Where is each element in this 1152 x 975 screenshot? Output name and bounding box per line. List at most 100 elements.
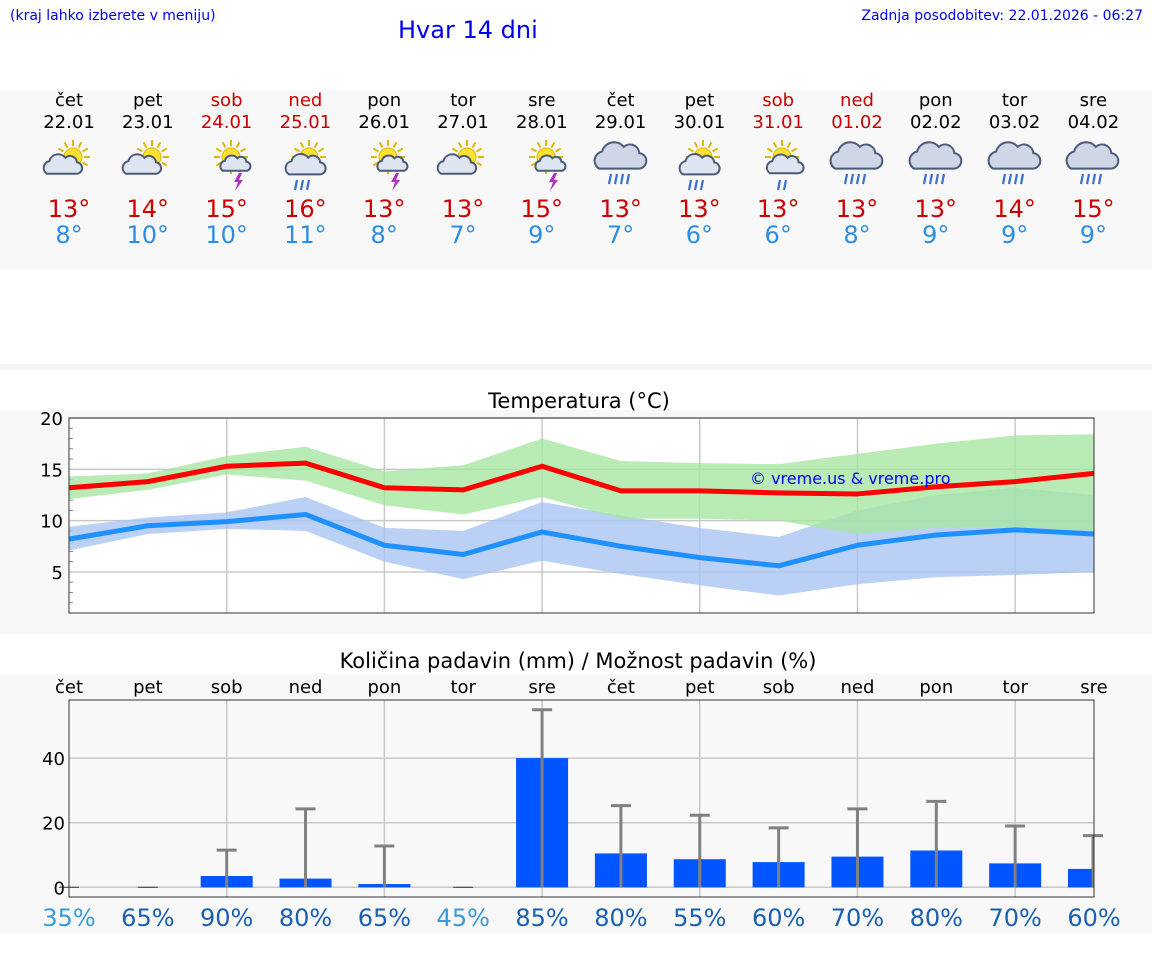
min-temperature: 6° bbox=[764, 221, 792, 249]
day-column: pet 23.01 14° 10° bbox=[108, 90, 187, 248]
sun-cloud-icon bbox=[436, 140, 484, 175]
max-temperature: 16° bbox=[284, 195, 327, 223]
chart-title: Temperatura (°C) bbox=[487, 389, 670, 413]
page-title: Hvar 14 dni bbox=[398, 16, 538, 44]
min-temperature: 9° bbox=[1079, 221, 1108, 249]
min-temperature-line bbox=[68, 511, 1095, 569]
max-temperature: 13° bbox=[756, 195, 800, 223]
x-category-label: čet bbox=[55, 677, 83, 698]
max-temperature: 13° bbox=[47, 195, 91, 223]
day-column: pet 30.01 13° 6° bbox=[660, 90, 739, 248]
y-tick-label: 20 bbox=[40, 409, 63, 430]
x-category-label: sre bbox=[1080, 677, 1107, 698]
day-column: sob 31.01 13° 6° bbox=[739, 90, 818, 248]
day-name: pon bbox=[367, 90, 402, 111]
forecast-panel: čet 22.01 13° 8° pet 23.01 14° 10° sob 24.01 15° 10… bbox=[0, 90, 1152, 270]
plot-frame bbox=[68, 699, 1095, 898]
sun-cloud-light-rain-icon bbox=[765, 140, 805, 191]
x-category-label: sre bbox=[528, 677, 555, 698]
min-temperature: 8° bbox=[55, 221, 83, 249]
precipitation-chance: 85% bbox=[515, 904, 568, 932]
y-tick-label: 5 bbox=[52, 563, 63, 584]
x-category-label: čet bbox=[607, 677, 635, 698]
day-date: 24.01 bbox=[200, 112, 253, 133]
precipitation-chance: 55% bbox=[673, 904, 726, 932]
x-category-label: ned bbox=[841, 677, 875, 698]
sun-cloud-thunder-icon bbox=[528, 140, 567, 191]
day-name: pet bbox=[684, 90, 715, 111]
day-name: sob bbox=[210, 90, 243, 111]
precipitation-chance: 60% bbox=[1067, 904, 1120, 932]
day-column: tor 27.01 13° 7° bbox=[424, 90, 503, 248]
day-column: tor 03.02 14° 9° bbox=[975, 90, 1054, 248]
day-date: 27.01 bbox=[437, 112, 489, 133]
day-column: sre 28.01 15° 9° bbox=[502, 90, 581, 248]
day-column: ned 01.02 13° 8° bbox=[818, 90, 897, 248]
precipitation-chance: 65% bbox=[358, 904, 411, 932]
y-tick-label: 15 bbox=[40, 460, 63, 481]
day-column: čet 29.01 13° 7° bbox=[581, 90, 660, 248]
min-temperature: 10° bbox=[205, 221, 248, 249]
x-category-label: pon bbox=[919, 677, 953, 698]
max-temperature: 14° bbox=[993, 195, 1036, 223]
precipitation-chance: 60% bbox=[752, 904, 805, 932]
min-temperature-band bbox=[69, 487, 1094, 596]
x-category-label: sob bbox=[211, 677, 243, 698]
min-temperature: 10° bbox=[126, 221, 170, 249]
y-tick-label: 0 bbox=[54, 878, 65, 899]
precipitation-chance: 90% bbox=[200, 904, 253, 932]
sun-cloud-rain-icon bbox=[679, 140, 721, 191]
day-name: ned bbox=[840, 90, 874, 111]
min-temperature: 8° bbox=[843, 221, 871, 249]
min-temperature: 9° bbox=[528, 221, 556, 249]
day-column: pon 02.02 13° 9° bbox=[896, 90, 975, 248]
max-temperature: 15° bbox=[1072, 195, 1115, 223]
day-date: 28.01 bbox=[516, 112, 568, 133]
min-temperature: 9° bbox=[922, 221, 950, 249]
day-date: 03.02 bbox=[988, 112, 1041, 133]
y-tick-label: 20 bbox=[42, 814, 65, 835]
max-temperature: 13° bbox=[914, 195, 958, 223]
day-name: tor bbox=[450, 90, 476, 111]
day-column: sre 04.02 15° 9° bbox=[1054, 90, 1133, 248]
day-name: pet bbox=[133, 90, 163, 111]
min-temperature: 8° bbox=[370, 221, 398, 249]
x-category-label: tor bbox=[450, 677, 476, 698]
sun-cloud-rain-icon bbox=[285, 140, 327, 191]
max-temperature: 13° bbox=[678, 195, 721, 223]
precipitation-chart: Količina padavin (mm) / Možnost padavin … bbox=[0, 649, 1152, 934]
precipitation-bar bbox=[1068, 868, 1094, 888]
day-name: ned bbox=[288, 90, 323, 111]
x-category-label: pet bbox=[685, 677, 715, 698]
max-temperature: 15° bbox=[205, 195, 248, 223]
precipitation-chance: 35% bbox=[42, 904, 95, 932]
cloud-rain-icon bbox=[908, 141, 963, 185]
min-temperature: 6° bbox=[685, 221, 714, 249]
sun-cloud-thunder-icon bbox=[213, 140, 252, 191]
max-temperature-band bbox=[69, 434, 1094, 534]
cloud-rain-icon bbox=[829, 141, 884, 185]
chart-watermark: © vreme.us & vreme.pro bbox=[750, 469, 951, 488]
day-date: 01.02 bbox=[831, 112, 883, 133]
day-name: čet bbox=[606, 90, 635, 111]
day-date: 23.01 bbox=[122, 112, 174, 133]
day-date: 31.01 bbox=[752, 112, 804, 133]
min-temperature: 7° bbox=[606, 221, 635, 249]
cloud-rain-icon bbox=[593, 141, 647, 185]
y-tick-label: 10 bbox=[40, 512, 63, 533]
sun-cloud-icon bbox=[42, 140, 90, 175]
chart-title: Količina padavin (mm) / Možnost padavin … bbox=[340, 649, 817, 673]
sun-cloud-thunder-icon bbox=[371, 140, 409, 191]
max-temperature-line bbox=[68, 460, 1095, 497]
max-temperature: 13° bbox=[362, 195, 406, 223]
x-category-label: tor bbox=[1002, 677, 1028, 698]
max-temperature: 13° bbox=[441, 195, 485, 223]
day-name: tor bbox=[1001, 90, 1028, 111]
day-column: sob 24.01 15° 10° bbox=[187, 90, 266, 248]
day-column: čet 22.01 13° 8° bbox=[30, 90, 109, 248]
section-divider bbox=[0, 364, 1152, 370]
x-category-label: pet bbox=[133, 677, 163, 698]
day-date: 29.01 bbox=[594, 112, 647, 133]
temperature-chart: Temperatura (°C) 5 10 15 20 © vreme.us & vrem… bbox=[0, 389, 1152, 634]
precipitation-chance: 45% bbox=[437, 904, 490, 932]
